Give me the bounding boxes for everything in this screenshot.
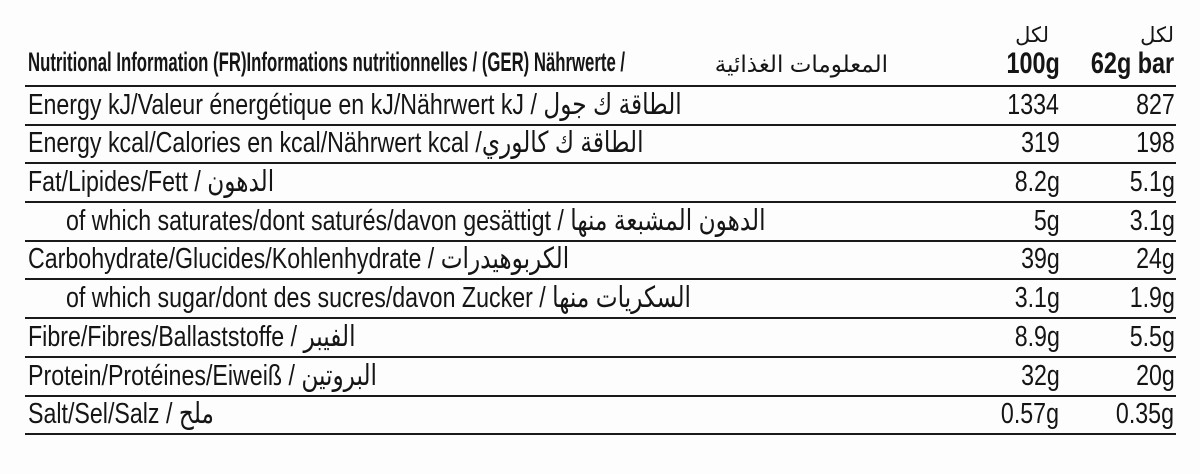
value-per-100g: 0.57g bbox=[1001, 398, 1060, 431]
table-title-arabic: المعلومات الغذائية bbox=[714, 51, 888, 77]
nutrition-table: Nutritional Information (FR)Informations… bbox=[25, 8, 1176, 436]
row-label: Fibre/Fibres/Ballaststoffe / الفيبر bbox=[28, 320, 356, 353]
column-header-per-bar: لكل 62g bar bbox=[1061, 8, 1176, 85]
row-label: Salt/Sel/Salz / ملح bbox=[28, 398, 214, 431]
value-per-100g: 319 bbox=[1020, 127, 1060, 160]
row-label: Fat/Lipides/Fett / الدهون bbox=[28, 166, 275, 199]
column-amount-100g: 100g bbox=[1006, 46, 1060, 80]
value-per-bar: 5.1g bbox=[1129, 166, 1175, 199]
value-per-100g: 39g bbox=[1020, 243, 1060, 276]
value-per-bar: 1.9g bbox=[1129, 282, 1175, 315]
column-amount-62g-bar: 62g bar bbox=[1091, 46, 1175, 80]
value-per-100g: 5g bbox=[1033, 204, 1060, 237]
value-per-bar: 0.35g bbox=[1116, 398, 1175, 431]
table-row-carbohydrate: Carbohydrate/Glucides/Kohlenhydrate / ال… bbox=[25, 242, 1176, 281]
value-per-100g: 3.1g bbox=[1014, 282, 1060, 315]
value-per-bar: 20g bbox=[1135, 359, 1175, 392]
value-per-100g: 8.2g bbox=[1014, 166, 1060, 199]
table-header-label-cell: Nutritional Information (FR)Informations… bbox=[25, 8, 946, 85]
table-title: Nutritional Information (FR)Informations… bbox=[28, 47, 626, 77]
value-per-bar: 5.5g bbox=[1129, 320, 1175, 353]
table-row-protein: Protein/Protéines/Eiweiß / البروتين 32g … bbox=[25, 358, 1176, 397]
table-row-fat: Fat/Lipides/Fett / الدهون 8.2g 5.1g bbox=[25, 164, 1176, 204]
value-per-bar: 827 bbox=[1135, 88, 1175, 121]
table-row-fibre: Fibre/Fibres/Ballaststoffe / الفيبر 8.9g… bbox=[25, 319, 1176, 358]
row-label: Energy kcal/Calories en kcal/Nährwert kc… bbox=[28, 127, 644, 160]
value-per-100g: 1334 bbox=[1007, 88, 1060, 121]
row-label: Protein/Protéines/Eiweiß / البروتين bbox=[28, 359, 378, 392]
column-header-per-100g: لكل 100g bbox=[946, 8, 1061, 85]
table-row-saturates: of which saturates/dont saturés/davon ge… bbox=[25, 203, 1176, 242]
row-label: Energy kJ/Valeur énergétique en kJ/Nährw… bbox=[28, 88, 682, 121]
value-per-100g: 32g bbox=[1020, 359, 1060, 392]
row-label: Carbohydrate/Glucides/Kohlenhydrate / ال… bbox=[28, 243, 570, 276]
table-row-energy-kj: Energy kJ/Valeur énergétique en kJ/Nährw… bbox=[25, 87, 1176, 126]
row-label: of which saturates/dont saturés/davon ge… bbox=[66, 204, 766, 237]
row-label: of which sugar/dont des sucres/davon Zuc… bbox=[66, 282, 691, 315]
table-header-row: Nutritional Information (FR)Informations… bbox=[25, 8, 1176, 87]
value-per-100g: 8.9g bbox=[1014, 320, 1060, 353]
value-per-bar: 198 bbox=[1135, 127, 1175, 160]
per-label-arabic: لكل bbox=[1015, 24, 1049, 48]
table-row-sugar: of which sugar/dont des sucres/davon Zuc… bbox=[25, 280, 1176, 320]
table-row-salt: Salt/Sel/Salz / ملح 0.57g 0.35g bbox=[25, 397, 1176, 436]
value-per-bar: 3.1g bbox=[1129, 204, 1175, 237]
table-row-energy-kcal: Energy kcal/Calories en kcal/Nährwert kc… bbox=[25, 126, 1176, 165]
value-per-bar: 24g bbox=[1135, 243, 1175, 276]
per-label-arabic: لكل bbox=[1140, 24, 1174, 48]
